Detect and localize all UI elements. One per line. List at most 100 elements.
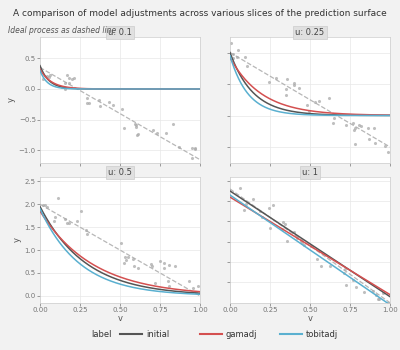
Point [308, 243, 315, 249]
Point [290, 80, 297, 86]
Point [133, 122, 139, 127]
Point [384, 310, 390, 315]
Point [59, 84, 66, 90]
Point [241, 207, 248, 213]
Point [78, 208, 85, 214]
Point [370, 125, 377, 131]
Point [165, 278, 171, 284]
Title: u: 0.25: u: 0.25 [296, 28, 324, 37]
Point [190, 285, 196, 291]
Point [356, 122, 362, 128]
Point [135, 131, 141, 136]
Point [266, 205, 272, 210]
Point [125, 254, 131, 259]
Text: tobitadj: tobitadj [306, 330, 338, 339]
Point [374, 296, 381, 301]
Point [175, 145, 182, 150]
Point [352, 125, 358, 131]
Point [228, 40, 235, 46]
Point [152, 280, 158, 286]
Point [130, 256, 136, 261]
Text: A comparison of model adjustments across various slices of the prediction surfac: A comparison of model adjustments across… [13, 9, 387, 18]
Point [157, 258, 163, 264]
Point [47, 72, 54, 78]
Text: gamadj: gamadj [226, 330, 258, 339]
Point [192, 146, 198, 152]
Point [342, 266, 348, 272]
Point [40, 76, 46, 82]
X-axis label: v: v [118, 314, 122, 323]
Point [280, 219, 286, 225]
Point [366, 136, 372, 142]
Point [42, 202, 48, 208]
Point [74, 219, 80, 224]
Point [86, 100, 92, 106]
Point [236, 186, 243, 191]
Point [186, 278, 192, 284]
Point [62, 80, 68, 86]
Point [284, 238, 290, 244]
Point [284, 76, 290, 82]
Point [304, 102, 311, 108]
Point [312, 99, 318, 105]
Point [259, 215, 265, 220]
Point [352, 284, 359, 290]
Point [330, 120, 336, 126]
Point [66, 220, 72, 226]
Point [121, 260, 127, 266]
Point [351, 127, 357, 132]
Point [314, 256, 320, 261]
Point [380, 291, 386, 296]
Point [279, 226, 285, 232]
Point [376, 297, 382, 302]
Point [189, 145, 195, 151]
Point [365, 125, 371, 131]
Point [235, 47, 242, 53]
Point [106, 99, 112, 104]
Point [372, 140, 378, 146]
Point [272, 75, 279, 81]
Point [162, 131, 169, 136]
Point [352, 141, 358, 147]
Point [266, 225, 273, 231]
Point [301, 242, 308, 248]
Y-axis label: y: y [13, 237, 22, 242]
Point [110, 103, 116, 108]
Point [361, 289, 367, 294]
Point [134, 132, 140, 138]
Point [250, 197, 256, 202]
Point [160, 260, 167, 266]
Point [134, 265, 141, 271]
Point [149, 263, 155, 268]
Point [51, 218, 58, 224]
Point [298, 239, 304, 244]
Point [172, 264, 178, 269]
Point [243, 202, 250, 207]
Point [316, 98, 322, 104]
Point [343, 282, 350, 288]
Point [131, 263, 138, 268]
Point [44, 74, 51, 79]
Point [242, 54, 248, 60]
Point [326, 96, 332, 101]
Y-axis label: y: y [7, 97, 16, 102]
Point [170, 121, 176, 127]
Point [62, 86, 68, 92]
Text: label: label [92, 330, 112, 339]
Title: u: 0.5: u: 0.5 [108, 168, 132, 177]
Point [132, 121, 138, 126]
Point [83, 227, 90, 232]
Point [46, 74, 52, 79]
Point [385, 300, 391, 306]
Point [122, 254, 128, 260]
Point [331, 116, 337, 121]
Point [296, 85, 302, 91]
Point [64, 220, 70, 226]
Point [191, 145, 198, 150]
Point [343, 122, 350, 128]
Point [270, 202, 276, 208]
Point [122, 257, 129, 262]
Point [294, 236, 300, 241]
Point [55, 195, 61, 201]
Point [52, 214, 58, 220]
